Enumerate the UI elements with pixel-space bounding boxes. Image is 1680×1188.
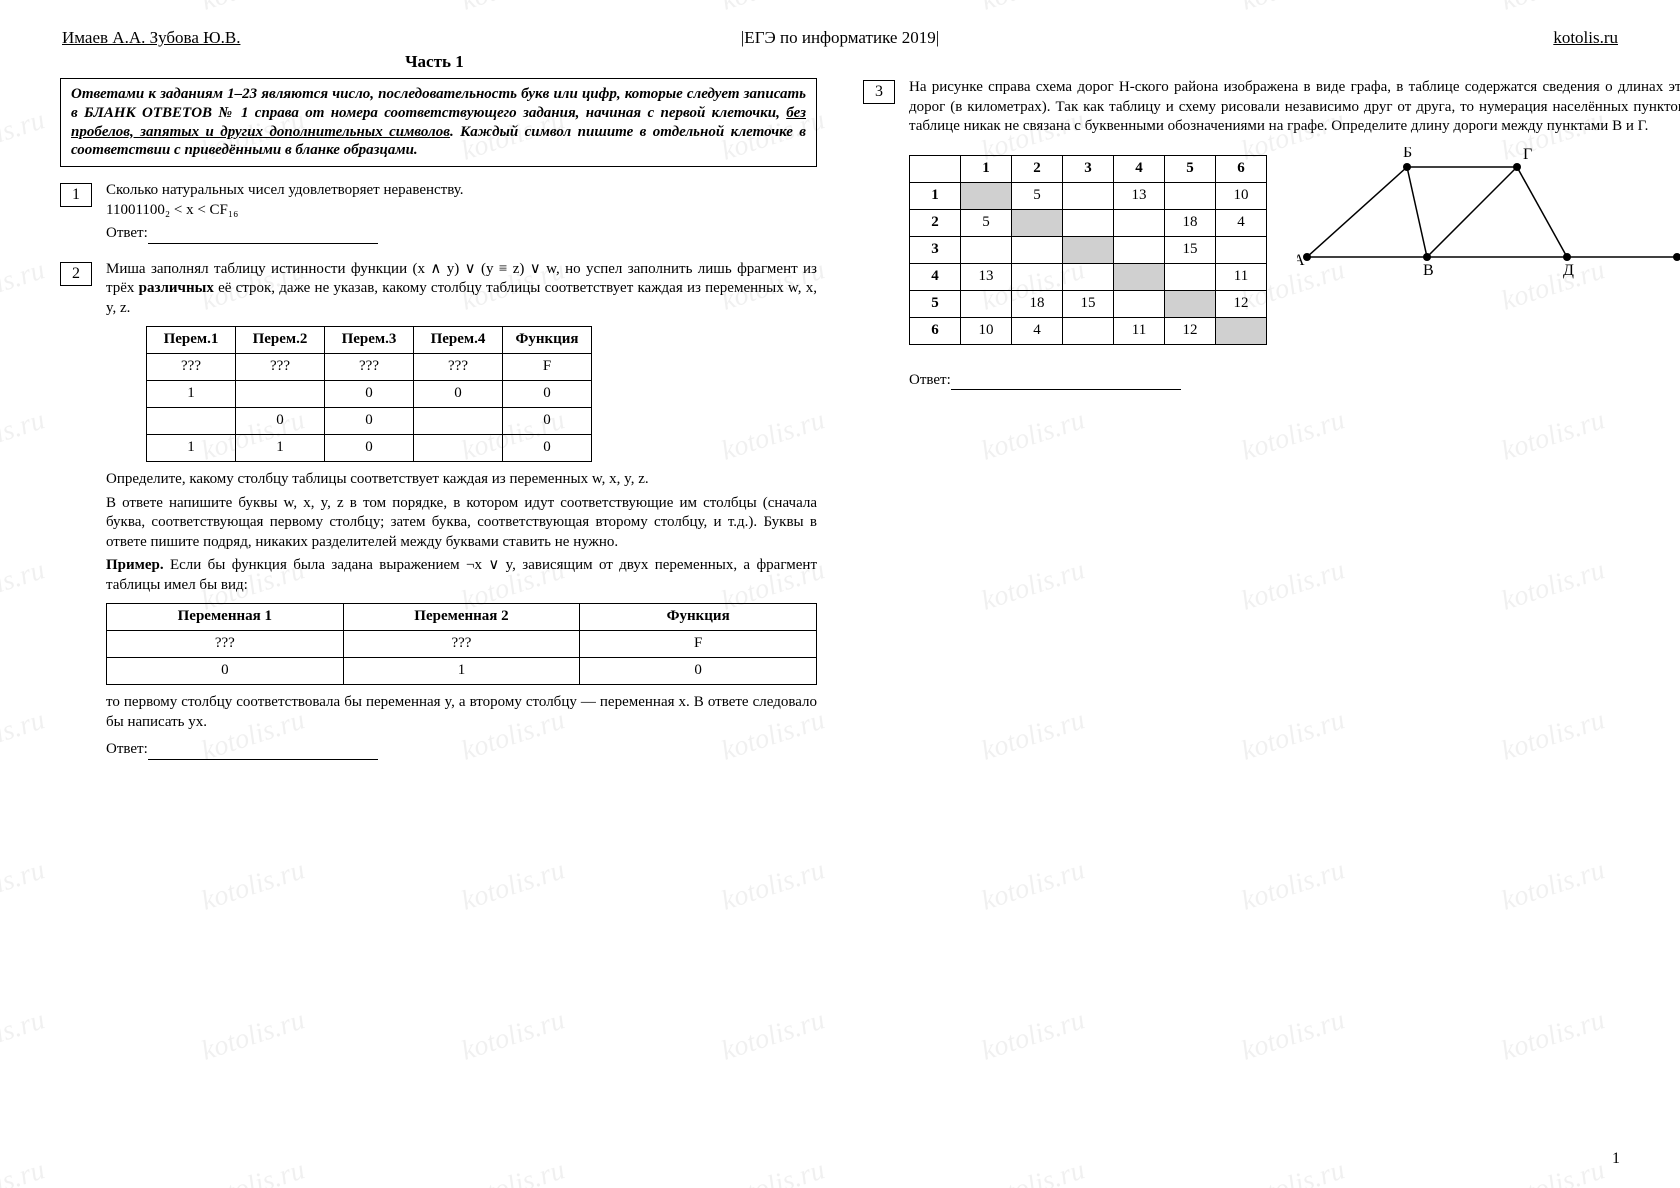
svg-text:Г: Г: [1523, 147, 1532, 163]
task-1-inequality: 11001100₂ < x < CF₁₆: [106, 201, 817, 221]
task-2-answer-blank[interactable]: [148, 742, 378, 760]
header-authors: Имаев А.А. Зубова Ю.В.: [62, 28, 581, 48]
page-header: Имаев А.А. Зубова Ю.В. |ЕГЭ по информати…: [60, 28, 1620, 50]
task-1: 1 Сколько натуральных чисел удовлетворяе…: [60, 181, 817, 244]
svg-text:Б: Б: [1403, 147, 1412, 161]
task-3-number: 3: [863, 80, 895, 104]
task-2-truth-table: Перем.1Перем.2Перем.3Перем.4Функция ????…: [146, 326, 592, 462]
task-3-text: На рисунке справа схема дорог Н-ского ра…: [909, 78, 1680, 137]
page-number: 1: [1612, 1150, 1620, 1168]
header-site: kotolis.ru: [1099, 28, 1618, 48]
instructions-box: Ответами к заданиям 1–23 являются число,…: [60, 78, 817, 167]
task-1-answer: Ответ:: [106, 224, 817, 244]
task-3-distance-table: 123456 151310251843154131151815126104111…: [909, 155, 1267, 345]
task-2-para3: В ответе напишите буквы w, x, y, z в том…: [106, 494, 817, 553]
task-2-para2: Определите, какому столбцу таблицы соотв…: [106, 470, 817, 490]
svg-text:Д: Д: [1563, 262, 1574, 279]
task-1-answer-label: Ответ:: [106, 225, 148, 241]
task-2-number: 2: [60, 262, 92, 286]
task-3-answer: Ответ:: [909, 371, 1680, 391]
task-2-para4: то первому столбцу соответствовала бы пе…: [106, 693, 817, 732]
task-2-text: Миша заполнял таблицу истинности функции…: [106, 260, 817, 319]
task-2-answer: Ответ:: [106, 740, 817, 760]
task-1-answer-blank[interactable]: [148, 226, 378, 244]
task-1-text: Сколько натуральных чисел удовлетворяет …: [106, 181, 817, 201]
task-2-answer-label: Ответ:: [106, 741, 148, 757]
header-title: |ЕГЭ по информатике 2019|: [581, 28, 1100, 48]
task-3-graph: АБВГДЕ: [1297, 147, 1680, 297]
task-1-number: 1: [60, 183, 92, 207]
part-title: Часть 1: [60, 52, 809, 72]
svg-text:А: А: [1297, 252, 1305, 269]
task-3-answer-label: Ответ:: [909, 372, 951, 388]
task-3-answer-blank[interactable]: [951, 373, 1181, 391]
task-2: 2 Миша заполнял таблицу истинности функц…: [60, 260, 817, 760]
task-2-example: Пример. Если бы функция была задана выра…: [106, 556, 817, 595]
task-3: 3 На рисунке справа схема дорог Н-ского …: [863, 78, 1620, 390]
svg-text:В: В: [1423, 262, 1434, 279]
task-2-mini-table: Переменная 1Переменная 2Функция ??????F0…: [106, 603, 817, 685]
instructions-text-1: Ответами к заданиям 1–23 являются число,…: [71, 86, 806, 121]
